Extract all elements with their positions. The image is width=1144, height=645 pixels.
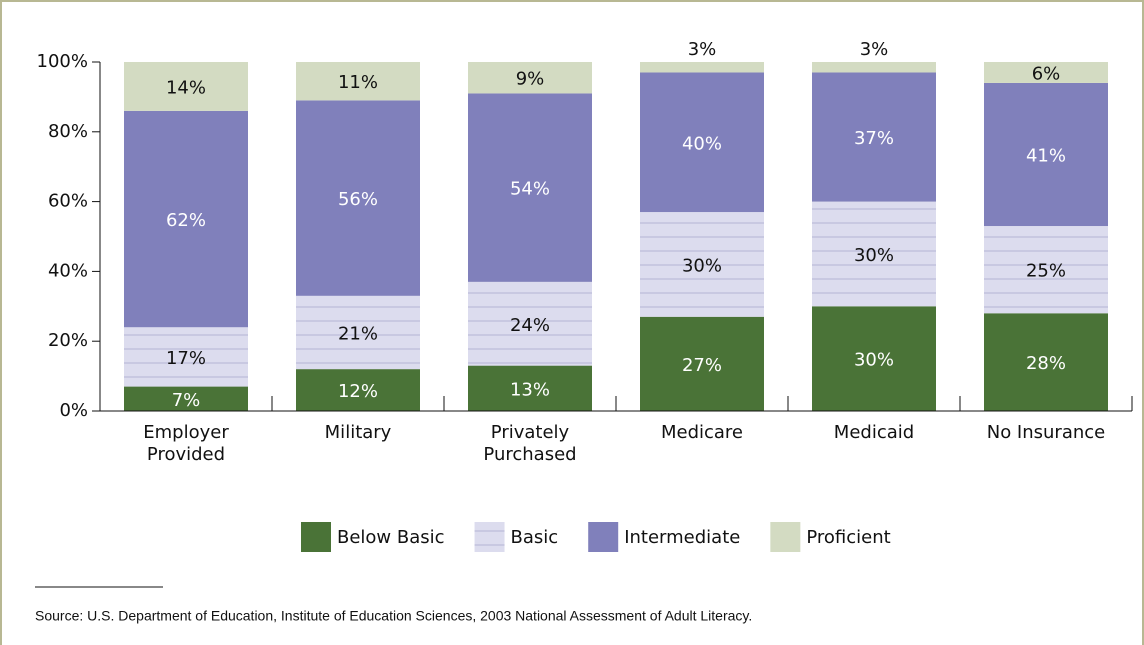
- value-label: 41%: [1026, 145, 1066, 166]
- bar-segment: [468, 281, 592, 366]
- bar-segment: [468, 93, 592, 282]
- x-tick-label: No Insurance: [986, 422, 1106, 443]
- value-label: 3%: [688, 39, 717, 60]
- bar-segment: [296, 62, 420, 101]
- legend-label: Proficient: [806, 527, 890, 548]
- x-tick-label: Military: [324, 422, 392, 443]
- value-label: 17%: [166, 348, 206, 369]
- value-label: 25%: [1026, 261, 1066, 282]
- legend-label: Intermediate: [624, 527, 740, 548]
- bar-segment: [468, 62, 592, 94]
- bar-segment: [124, 386, 248, 411]
- value-label: 56%: [338, 189, 378, 210]
- bar-segment: [640, 62, 764, 73]
- x-tick-label: Privately Purchased: [483, 422, 577, 465]
- value-label: 14%: [166, 77, 206, 98]
- value-label: 3%: [860, 39, 889, 60]
- value-label: 9%: [516, 69, 545, 90]
- bar-segment: [984, 313, 1108, 411]
- value-label: 13%: [510, 379, 550, 400]
- legend-swatch: [588, 522, 619, 552]
- legend-label: Below Basic: [337, 527, 445, 548]
- bar-segment: [296, 295, 420, 370]
- bar-segment: [812, 201, 936, 307]
- bar-segment: [124, 327, 248, 387]
- bar-segment: [296, 100, 420, 296]
- y-tick-label: 0%: [59, 400, 88, 421]
- value-label: 30%: [854, 350, 894, 371]
- y-tick-label: 80%: [48, 121, 88, 142]
- value-label: 62%: [166, 210, 206, 231]
- source: Source: U.S. Department of Education, In…: [35, 608, 752, 624]
- legend-swatch: [301, 522, 331, 552]
- bar-segment: [812, 306, 936, 411]
- bar-segment: [812, 62, 936, 73]
- value-label: 6%: [1032, 63, 1061, 84]
- value-label: 30%: [682, 255, 722, 276]
- y-tick-label: 40%: [48, 260, 88, 281]
- value-label: 21%: [338, 323, 378, 344]
- bar-segment: [984, 226, 1108, 314]
- bar-segment: [124, 62, 248, 111]
- bar-segment: [640, 316, 764, 411]
- legend-swatch: [770, 522, 801, 552]
- value-label: 27%: [682, 355, 722, 376]
- bar-segment: [296, 369, 420, 411]
- value-label: 54%: [510, 179, 550, 200]
- y-tick-label: 20%: [48, 330, 88, 351]
- value-label: 30%: [854, 245, 894, 266]
- y-tick-label: 60%: [48, 191, 88, 212]
- x-tick-label: Medicare: [660, 422, 744, 443]
- bar-segment: [468, 365, 592, 411]
- legend-swatch: [474, 522, 505, 552]
- value-label: 24%: [510, 315, 550, 336]
- bar-segment: [640, 212, 764, 317]
- value-label: 7%: [172, 390, 201, 411]
- bar-segment: [984, 82, 1108, 227]
- value-label: 11%: [338, 72, 378, 93]
- bar-segment: [812, 72, 936, 202]
- value-label: 12%: [338, 381, 378, 402]
- x-tick-label: Employer Provided: [143, 422, 229, 465]
- value-label: 37%: [854, 128, 894, 149]
- value-label: 40%: [682, 133, 722, 154]
- bar-segment: [984, 62, 1108, 83]
- value-label: 28%: [1026, 353, 1066, 374]
- x-tick-label: Medicaid: [833, 422, 915, 443]
- bar-segment: [124, 110, 248, 328]
- bar-segment: [640, 72, 764, 213]
- legend-label: Basic: [511, 527, 559, 548]
- y-tick-label: 100%: [37, 51, 88, 72]
